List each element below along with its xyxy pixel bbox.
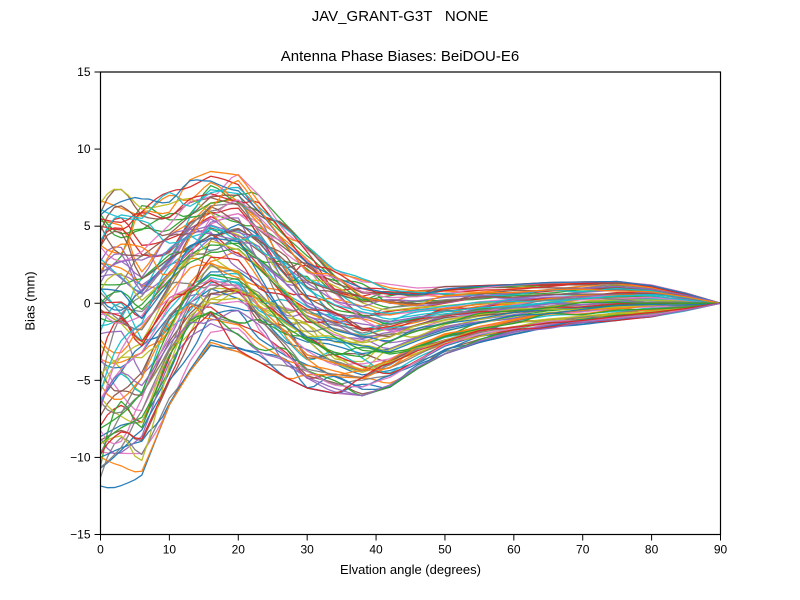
svg-text:10: 10 [77, 142, 91, 156]
svg-text:30: 30 [300, 543, 314, 557]
svg-text:50: 50 [438, 543, 452, 557]
svg-text:90: 90 [714, 543, 728, 557]
svg-text:0: 0 [97, 543, 104, 557]
svg-text:20: 20 [232, 543, 246, 557]
svg-text:10: 10 [163, 543, 177, 557]
svg-text:5: 5 [84, 219, 91, 233]
svg-text:60: 60 [507, 543, 521, 557]
svg-text:80: 80 [645, 543, 659, 557]
svg-text:70: 70 [576, 543, 590, 557]
svg-text:−5: −5 [77, 373, 91, 387]
svg-text:40: 40 [369, 543, 383, 557]
svg-text:15: 15 [77, 65, 91, 79]
svg-text:−15: −15 [70, 528, 91, 542]
svg-text:0: 0 [84, 296, 91, 310]
svg-text:−10: −10 [70, 450, 91, 464]
